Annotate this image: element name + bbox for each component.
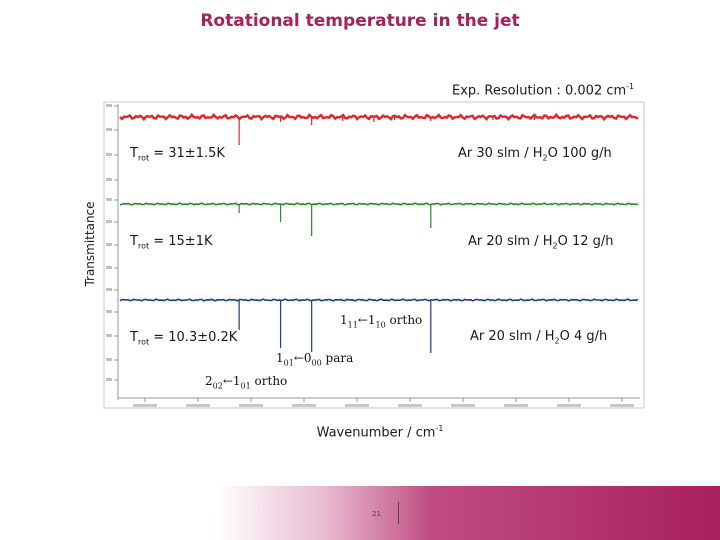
condition-label-3: Ar 20 slm / H2O 4 g/h <box>470 329 608 346</box>
series-3 <box>119 298 639 353</box>
y-tick-label <box>106 128 112 131</box>
y-tick-label <box>106 310 112 313</box>
page-number: 21 <box>372 510 381 518</box>
series-baseline <box>119 298 639 302</box>
y-tick-label <box>106 153 112 156</box>
x-tick-label <box>292 404 316 407</box>
y-tick-label <box>106 378 112 381</box>
x-tick-label <box>451 404 475 407</box>
y-tick-label <box>106 178 112 181</box>
chart-axes <box>103 101 645 409</box>
series-baseline <box>119 202 639 206</box>
x-axis-label: Wavenumber / cm-1 <box>316 424 444 441</box>
footer-band <box>0 486 720 540</box>
plot-frame <box>103 101 645 409</box>
y-tick-label <box>106 288 112 291</box>
page-number-box: 21 <box>372 500 402 528</box>
y-tick-label <box>106 358 112 361</box>
trot-label-3: Trot = 10.3±0.2K <box>130 330 238 347</box>
x-tick-label <box>610 404 634 407</box>
x-tick-label <box>504 404 528 407</box>
transition-label-1: 111←110 ortho <box>340 313 423 330</box>
condition-label-1: Ar 30 slm / H2O 100 g/h <box>458 146 612 163</box>
series-baseline <box>119 112 639 122</box>
condition-label-2: Ar 20 slm / H2O 12 g/h <box>468 234 614 251</box>
series-2 <box>119 202 639 236</box>
x-tick-label <box>557 404 581 407</box>
page-divider <box>398 502 399 524</box>
y-tick-label <box>106 104 112 107</box>
series-1 <box>119 112 639 145</box>
y-tick-label <box>106 243 112 246</box>
y-tick-label <box>106 198 112 201</box>
x-tick-label <box>345 404 369 407</box>
transition-label-2: 101←000 para <box>276 351 354 368</box>
y-tick-label <box>106 220 112 223</box>
y-tick-label <box>106 266 112 269</box>
y-tick-label <box>106 334 112 337</box>
transition-label-3: 202←101 ortho <box>205 374 288 391</box>
slide-title: Rotational temperature in the jet <box>200 11 520 31</box>
chart-plot <box>119 112 639 353</box>
x-tick-label <box>239 404 263 407</box>
resolution-label: Exp. Resolution : 0.002 cm-1 <box>452 82 635 99</box>
trot-label-1: Trot = 31±1.5K <box>130 146 225 163</box>
trot-label-2: Trot = 15±1K <box>130 234 213 251</box>
x-tick-label <box>398 404 422 407</box>
x-tick-label <box>186 404 210 407</box>
x-tick-label <box>133 404 157 407</box>
